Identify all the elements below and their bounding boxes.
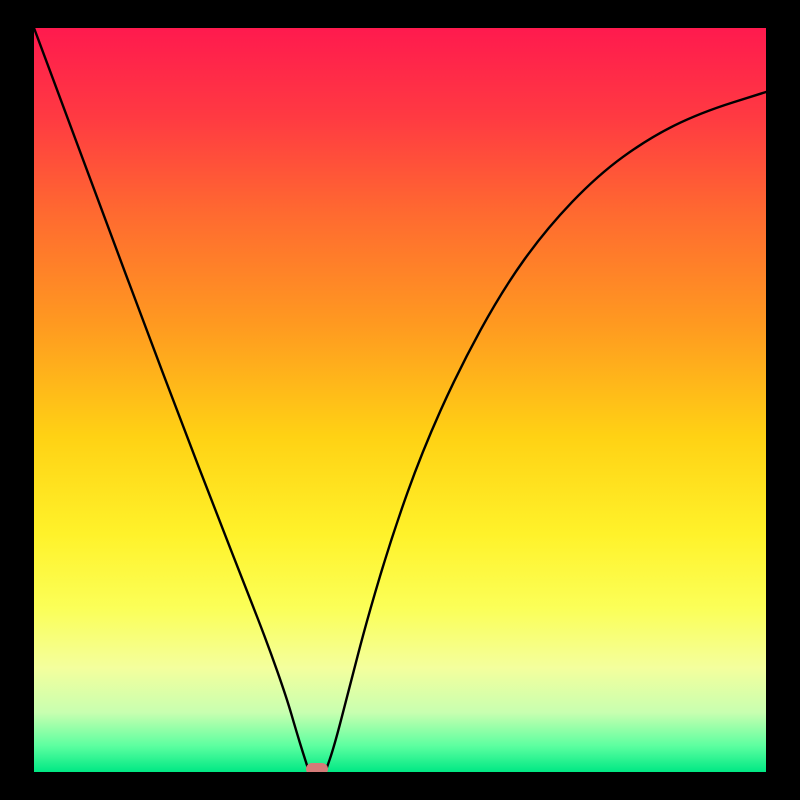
frame-top [0, 0, 800, 28]
frame-right [766, 0, 800, 800]
frame-bottom [0, 772, 800, 800]
curve-branch [325, 92, 766, 772]
chart-plot-area [34, 28, 766, 772]
frame-left [0, 0, 34, 800]
curve-branch [34, 28, 309, 772]
bottleneck-curve [34, 28, 766, 772]
